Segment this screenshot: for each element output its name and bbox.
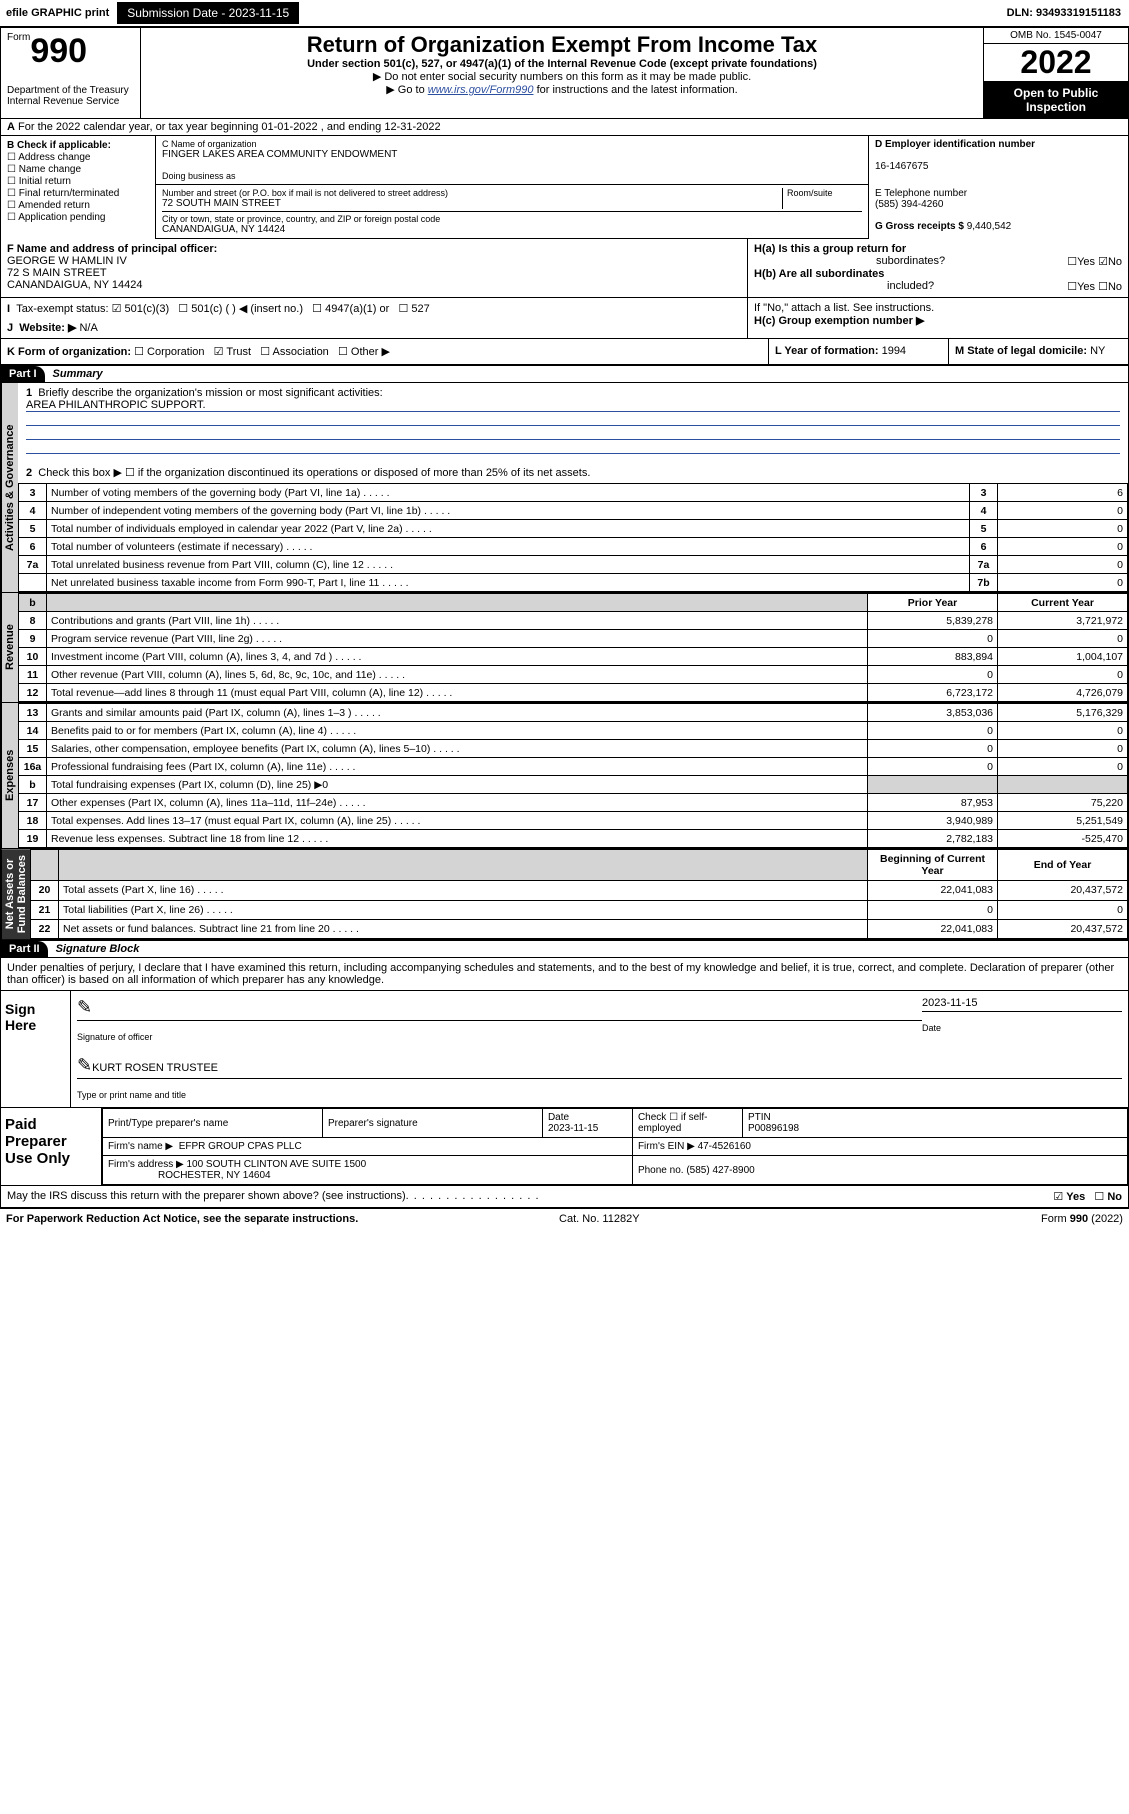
city: CANANDAIGUA, NY 14424	[162, 224, 862, 235]
table-row: 13Grants and similar amounts paid (Part …	[19, 704, 1128, 722]
form-number: 990	[30, 32, 87, 70]
table-row: 6Total number of volunteers (estimate if…	[19, 538, 1128, 556]
vtab-expenses: Expenses	[1, 703, 18, 848]
ptin: P00896198	[748, 1123, 799, 1134]
table-row: 15Salaries, other compensation, employee…	[19, 740, 1128, 758]
dln-label: DLN: 93493319151183	[1007, 7, 1129, 19]
vtab-governance: Activities & Governance	[1, 383, 18, 592]
form-subtitle-2: ▶ Do not enter social security numbers o…	[149, 70, 975, 83]
table-row: 18Total expenses. Add lines 13–17 (must …	[19, 812, 1128, 830]
governance-table: 3Number of voting members of the governi…	[18, 483, 1128, 592]
website: N/A	[79, 322, 97, 334]
table-row: 4Number of independent voting members of…	[19, 502, 1128, 520]
mission-text: AREA PHILANTHROPIC SUPPORT.	[26, 399, 1120, 412]
paid-preparer: Paid Preparer Use Only Print/Type prepar…	[0, 1108, 1129, 1186]
sign-here: Sign Here ✎ Signature of officer 2023-11…	[0, 991, 1129, 1108]
firm-name: EFPR GROUP CPAS PLLC	[179, 1141, 302, 1152]
block-ij: I Tax-exempt status: ☑ 501(c)(3) ☐ 501(c…	[0, 298, 1129, 339]
revenue-section: Revenue bPrior YearCurrent Year 8Contrib…	[0, 593, 1129, 703]
table-row: 3Number of voting members of the governi…	[19, 484, 1128, 502]
open-inspection: Open to Public Inspection	[984, 82, 1128, 118]
col-b: B Check if applicable: ☐ Address change …	[1, 136, 156, 239]
top-bar: efile GRAPHIC print Submission Date - 20…	[0, 0, 1129, 27]
netassets-section: Net Assets or Fund Balances Beginning of…	[0, 849, 1129, 940]
table-row: 22Net assets or fund balances. Subtract …	[31, 919, 1128, 938]
c-name-lbl: C Name of organization	[162, 139, 862, 149]
efile-label: efile GRAPHIC print	[0, 5, 115, 21]
form-subtitle-1: Under section 501(c), 527, or 4947(a)(1)…	[149, 58, 975, 70]
table-row: Net unrelated business taxable income fr…	[19, 574, 1128, 592]
table-row: 20Total assets (Part X, line 16)22,041,0…	[31, 881, 1128, 900]
submission-date-button[interactable]: Submission Date - 2023-11-15	[117, 2, 299, 24]
table-row: 14Benefits paid to or for members (Part …	[19, 722, 1128, 740]
g-lbl: G Gross receipts $	[875, 221, 964, 232]
block-bcdeg: B Check if applicable: ☐ Address change …	[0, 136, 1129, 239]
org-name: FINGER LAKES AREA COMMUNITY ENDOWMENT	[162, 149, 862, 160]
form-word: Form	[7, 32, 30, 43]
expenses-section: Expenses 13Grants and similar amounts pa…	[0, 703, 1129, 849]
part2-header: Part II Signature Block	[0, 940, 1129, 958]
e-lbl: E Telephone number	[875, 188, 967, 199]
table-row: 21Total liabilities (Part X, line 26)00	[31, 900, 1128, 919]
table-row: 10Investment income (Part VIII, column (…	[19, 648, 1128, 666]
form-header: Form990 Department of the Treasury Inter…	[0, 27, 1129, 119]
footer: For Paperwork Reduction Act Notice, see …	[0, 1208, 1129, 1229]
section-a: A For the 2022 calendar year, or tax yea…	[0, 119, 1129, 136]
part1-header: Part I Summary	[0, 365, 1129, 383]
phone: (585) 394-4260	[875, 199, 943, 210]
dba-lbl: Doing business as	[162, 171, 862, 181]
dept-label: Department of the Treasury Internal Reve…	[7, 85, 134, 107]
table-row: 12Total revenue—add lines 8 through 11 (…	[19, 684, 1128, 702]
table-row: 5Total number of individuals employed in…	[19, 520, 1128, 538]
table-row: 17Other expenses (Part IX, column (A), l…	[19, 794, 1128, 812]
tax-year: 2022	[984, 44, 1128, 82]
declaration: Under penalties of perjury, I declare th…	[0, 958, 1129, 991]
table-row: 11Other revenue (Part VIII, column (A), …	[19, 666, 1128, 684]
table-row: 19Revenue less expenses. Subtract line 1…	[19, 830, 1128, 848]
vtab-netassets: Net Assets or Fund Balances	[1, 849, 30, 939]
sig-date: 2023-11-15	[922, 997, 977, 1009]
firm-ein: 47-4526160	[698, 1141, 751, 1152]
gross-receipts: 9,440,542	[967, 221, 1012, 232]
ein-value: 16-1467675	[875, 161, 928, 172]
activities-governance: Activities & Governance 1 Briefly descri…	[0, 383, 1129, 593]
form-subtitle-3: ▶ Go to www.irs.gov/Form990 for instruct…	[149, 83, 975, 96]
table-row: 16aProfessional fundraising fees (Part I…	[19, 758, 1128, 776]
block-fh: F Name and address of principal officer:…	[0, 239, 1129, 298]
officer-name-title: KURT ROSEN TRUSTEE	[92, 1062, 218, 1074]
table-row: 8Contributions and grants (Part VIII, li…	[19, 612, 1128, 630]
discuss-row: May the IRS discuss this return with the…	[0, 1186, 1129, 1208]
omb-number: OMB No. 1545-0047	[984, 28, 1128, 44]
firm-phone: (585) 427-8900	[686, 1165, 754, 1176]
table-row: 9Program service revenue (Part VIII, lin…	[19, 630, 1128, 648]
form-title: Return of Organization Exempt From Incom…	[149, 32, 975, 58]
d-lbl: D Employer identification number	[875, 139, 1035, 150]
instructions-link[interactable]: www.irs.gov/Form990	[428, 84, 534, 96]
table-row: 7aTotal unrelated business revenue from …	[19, 556, 1128, 574]
officer-name: GEORGE W HAMLIN IV	[7, 255, 127, 267]
vtab-revenue: Revenue	[1, 593, 18, 702]
block-klm: K Form of organization: ☐ Corporation ☑ …	[0, 339, 1129, 365]
street: 72 SOUTH MAIN STREET	[162, 198, 782, 209]
